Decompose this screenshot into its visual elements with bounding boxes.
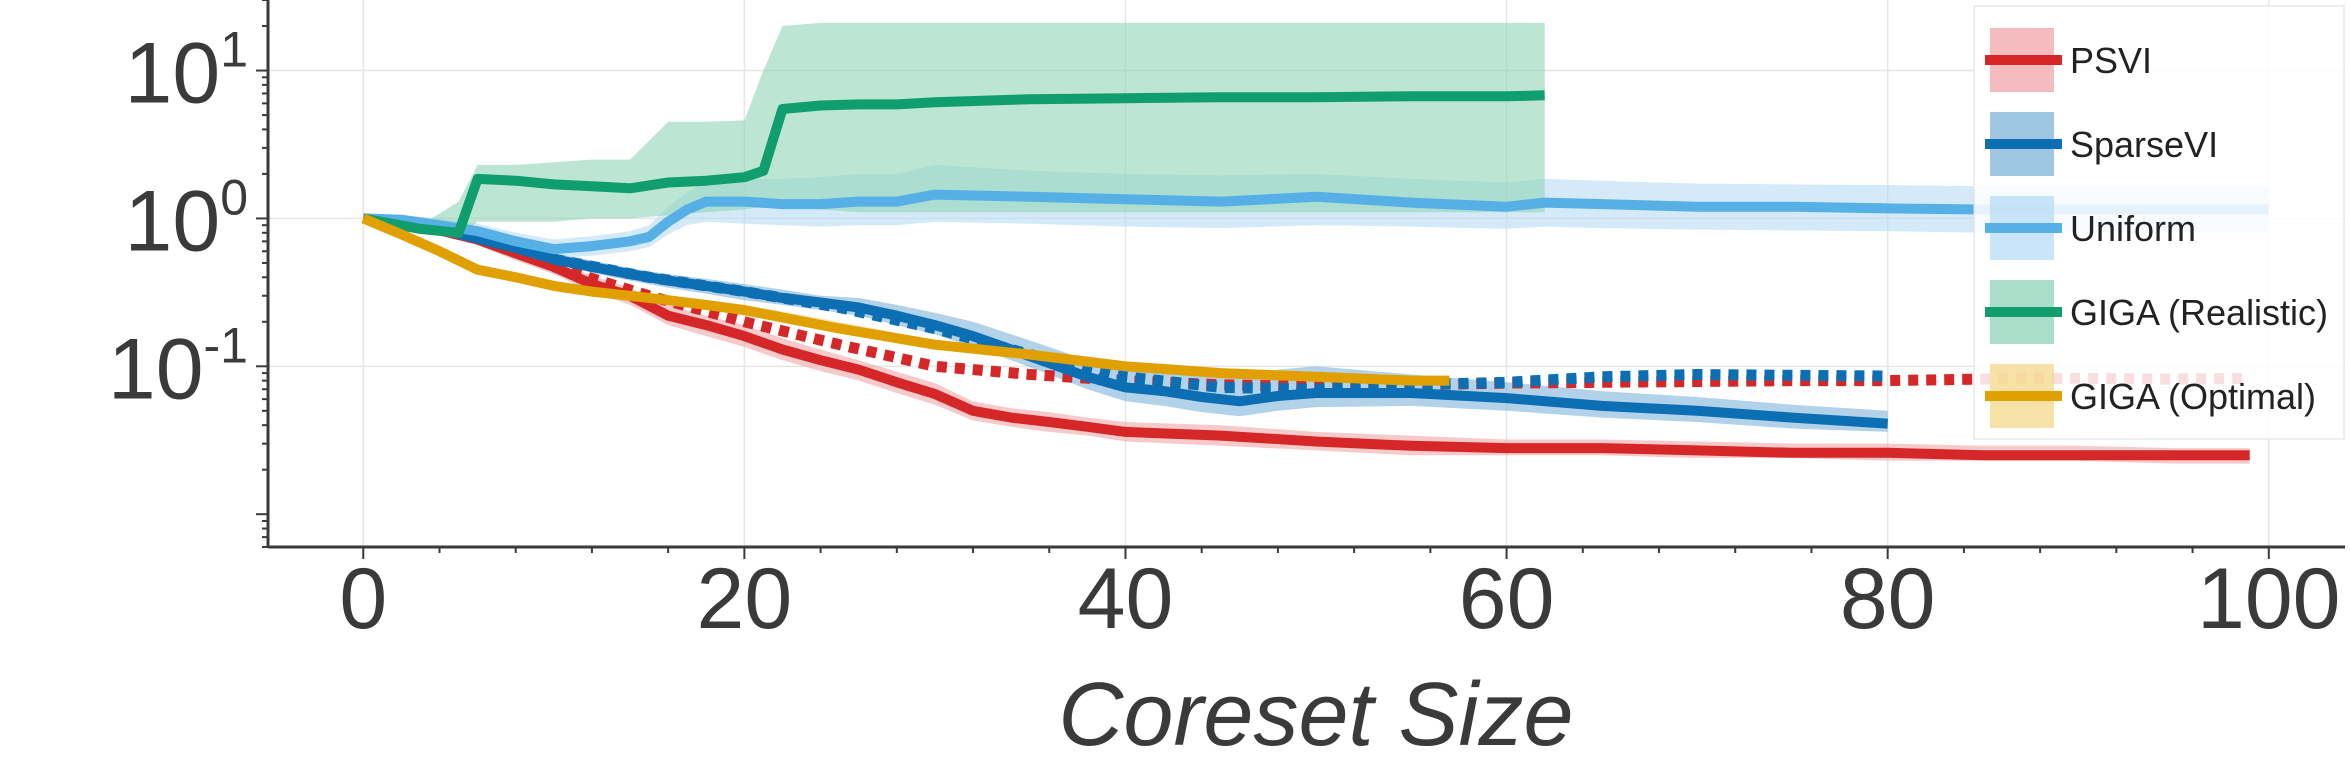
legend-label: GIGA (Realistic) (2070, 292, 2328, 333)
legend-entry: Uniform (1985, 196, 2196, 260)
series-lines (361, 90, 2269, 461)
x-tick-label: 60 (1459, 551, 1555, 647)
band-series-0 (363, 218, 2250, 464)
x-tick-label: 40 (1078, 551, 1174, 647)
y-tick-label: 100 (125, 169, 248, 269)
x-axis-label: Coreset Size (1058, 665, 1573, 765)
y-tick-label: 10-1 (108, 317, 248, 417)
legend-entry: GIGA (Optimal) (1985, 364, 2316, 428)
legend-label: Uniform (2070, 208, 2196, 249)
x-tick-label: 100 (2197, 551, 2341, 647)
x-tick-labels: 0 20 40 60 80 100 (339, 551, 2340, 647)
axes (256, 0, 2345, 559)
line-series-5 (362, 90, 1545, 238)
line-series-6 (361, 213, 1450, 386)
legend-entry: GIGA (Realistic) (1985, 280, 2328, 344)
y-tick-label: 101 (125, 22, 248, 122)
line-series-3 (552, 253, 1888, 395)
line-series-0 (362, 213, 2250, 461)
legend-entry: PSVI (1985, 28, 2152, 92)
y-tick-labels: 101 100 10-1 (108, 22, 248, 418)
legend-label: GIGA (Optimal) (2070, 376, 2316, 417)
x-tick-label: 20 (697, 551, 793, 647)
legend-entry: SparseVI (1985, 112, 2218, 176)
x-tick-label: 80 (1840, 551, 1936, 647)
line-series-4 (363, 189, 2269, 255)
legend: PSVI SparseVI Uniform GIGA (Realistic) GIGA … (1973, 5, 2345, 440)
legend-label: SparseVI (2070, 124, 2218, 165)
x-tick-label: 0 (339, 551, 387, 647)
legend-label: PSVI (2070, 40, 2152, 81)
